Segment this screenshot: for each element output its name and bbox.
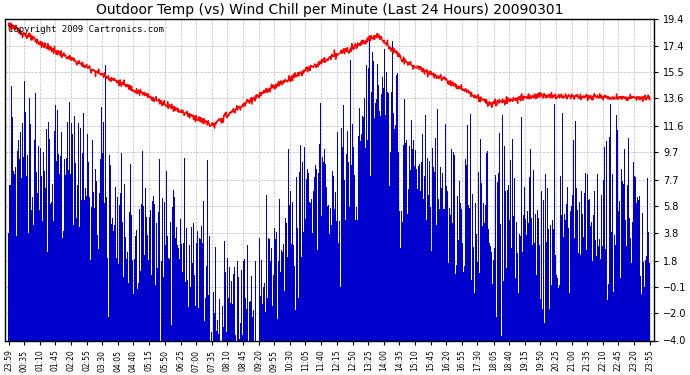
Text: Copyright 2009 Cartronics.com: Copyright 2009 Cartronics.com — [8, 25, 164, 34]
Title: Outdoor Temp (vs) Wind Chill per Minute (Last 24 Hours) 20090301: Outdoor Temp (vs) Wind Chill per Minute … — [96, 3, 563, 18]
